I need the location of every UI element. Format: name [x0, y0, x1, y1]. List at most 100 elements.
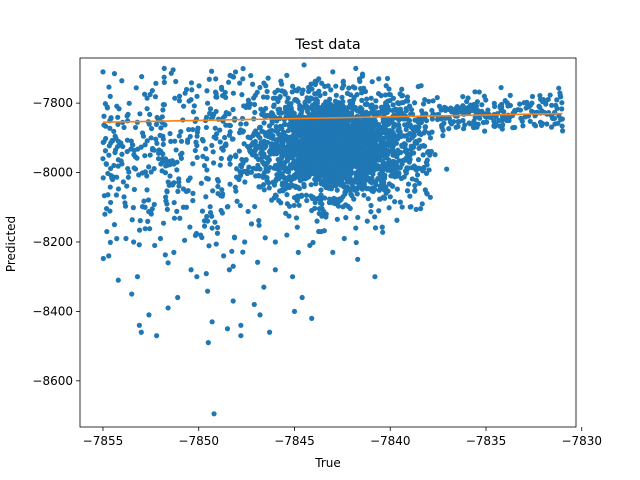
scatter-point	[257, 184, 263, 190]
scatter-point	[264, 88, 270, 95]
scatter-point	[322, 90, 328, 97]
scatter-point	[253, 143, 259, 149]
scatter-point	[263, 105, 269, 112]
scatter-point	[383, 100, 389, 106]
scatter-point	[171, 249, 177, 255]
scatter-point	[261, 284, 267, 290]
scatter-point	[336, 162, 342, 168]
scatter-point	[135, 146, 141, 152]
scatter-point	[298, 147, 304, 153]
scatter-point	[344, 146, 350, 152]
scatter-point	[296, 143, 302, 149]
scatter-point	[377, 171, 383, 177]
scatter-point	[242, 239, 248, 245]
scatter-point	[396, 158, 402, 164]
scatter-point	[429, 116, 435, 122]
scatter-point	[479, 102, 485, 108]
scatter-point	[439, 122, 445, 128]
scatter-point	[154, 140, 160, 146]
scatter-point	[294, 196, 301, 202]
scatter-point	[167, 130, 173, 137]
scatter-point	[203, 146, 209, 152]
scatter-point	[144, 106, 150, 112]
scatter-point	[361, 180, 367, 187]
scatter-point	[267, 164, 273, 171]
scatter-point	[320, 128, 326, 134]
scatter-point	[251, 95, 257, 101]
scatter-point	[257, 84, 263, 91]
scatter-point	[405, 181, 412, 187]
scatter-point	[100, 175, 106, 181]
scatter-point	[113, 192, 120, 198]
scatter-point	[186, 98, 192, 104]
scatter-point	[159, 168, 165, 174]
scatter-point	[107, 239, 113, 245]
scatter-point	[158, 161, 164, 167]
scatter-point	[382, 92, 389, 98]
scatter-point	[364, 117, 370, 124]
scatter-point	[393, 162, 399, 168]
scatter-point	[241, 141, 247, 147]
scatter-point	[105, 192, 111, 198]
scatter-point	[148, 169, 154, 175]
scatter-point	[121, 194, 127, 200]
scatter-point	[526, 104, 532, 110]
scatter-point	[189, 87, 195, 93]
scatter-point	[184, 139, 191, 145]
scatter-point	[160, 101, 166, 108]
scatter-point	[344, 167, 350, 173]
scatter-point	[111, 71, 118, 77]
scatter-point	[248, 72, 254, 79]
scatter-point	[419, 201, 425, 207]
scatter-point	[420, 101, 427, 107]
scatter-point	[237, 172, 244, 179]
scatter-point	[318, 181, 324, 187]
scatter-point	[460, 94, 466, 100]
scatter-point	[418, 143, 424, 149]
scatter-point	[237, 80, 243, 86]
scatter-point	[397, 199, 403, 205]
scatter-point	[294, 224, 300, 230]
scatter-point	[349, 193, 355, 199]
scatter-point	[149, 87, 155, 94]
scatter-point	[206, 76, 212, 82]
scatter-point	[301, 62, 307, 68]
scatter-point	[285, 112, 291, 118]
scatter-point	[472, 89, 478, 95]
scatter-point	[238, 322, 244, 328]
scatter-point	[422, 124, 429, 130]
scatter-point	[160, 136, 166, 142]
scatter-point	[146, 121, 152, 127]
scatter-point	[339, 94, 345, 100]
scatter-point	[464, 98, 470, 105]
scatter-point	[114, 236, 120, 242]
scatter-point	[201, 223, 208, 229]
scatter-point	[218, 84, 225, 90]
scatter-point	[325, 131, 331, 137]
scatter-point	[381, 140, 387, 146]
scatter-point	[190, 161, 196, 167]
scatter-point	[155, 156, 162, 162]
scatter-point	[286, 174, 292, 180]
scatter-point	[256, 222, 262, 228]
scatter-point	[385, 138, 392, 145]
scatter-point	[240, 160, 246, 167]
scatter-point	[142, 226, 148, 232]
scatter-point	[279, 110, 285, 116]
scatter-point	[394, 110, 400, 117]
scatter-point	[161, 74, 167, 80]
scatter-point	[368, 209, 374, 215]
scatter-point	[394, 217, 400, 223]
scatter-point	[146, 312, 152, 318]
scatter-point	[337, 198, 343, 204]
scatter-point	[398, 133, 404, 139]
scatter-point	[148, 135, 154, 141]
scatter-point	[219, 187, 225, 193]
scatter-point	[517, 101, 523, 107]
scatter-point	[316, 141, 322, 147]
scatter-point	[147, 91, 153, 98]
scatter-point	[354, 191, 360, 197]
scatter-point	[229, 136, 235, 142]
scatter-point	[339, 133, 345, 140]
